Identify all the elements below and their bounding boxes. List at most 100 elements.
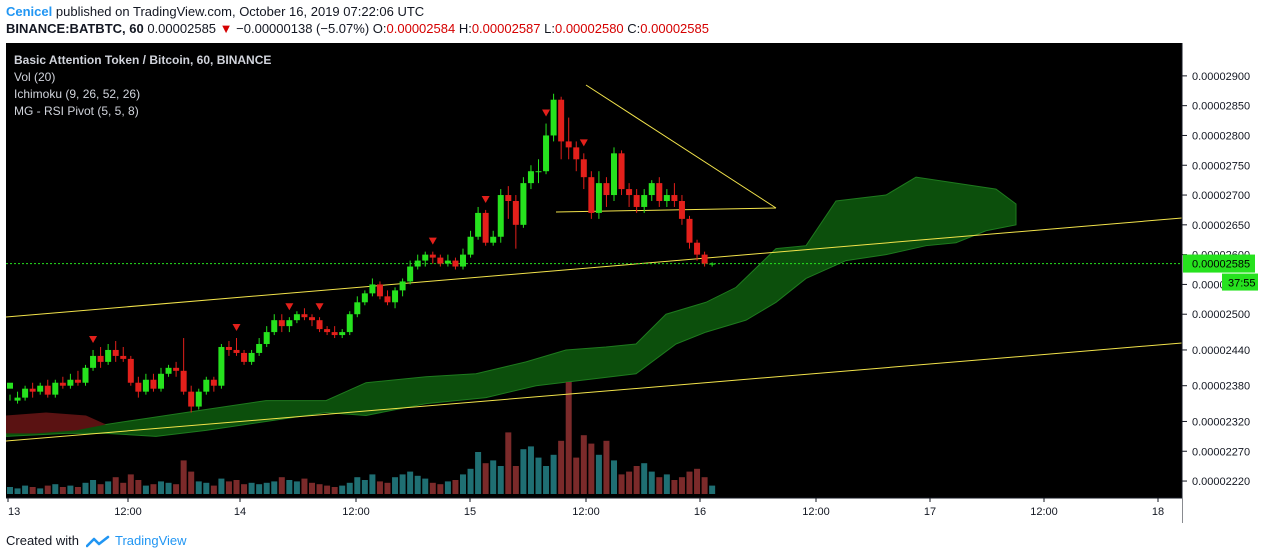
volume-bar [67,485,74,494]
candle-body [301,314,308,318]
volume-bar [309,482,315,494]
volume-bar [648,471,655,494]
candle-body [482,212,489,243]
volume-bar [263,482,270,494]
candle-body [271,320,278,333]
y-tick-label: 0.00002380 [1192,381,1250,393]
candle-body [331,332,338,336]
volume-bar [44,485,51,494]
pivot-signal-icon [481,195,490,203]
volume-bar [701,477,708,494]
volume-bar [460,474,466,494]
low-label: L: [544,21,555,36]
volume-bar [384,482,391,494]
volume-bar [256,484,263,494]
volume-bar [241,484,248,494]
time-axis-background [6,498,1182,523]
candle-body [475,212,482,237]
volume-bar [142,485,149,494]
legend-entry: Ichimoku (9, 26, 52, 26) [14,87,140,101]
candle-body [82,367,89,383]
candle-body [37,385,44,392]
candle-body [611,153,617,196]
legend-entry: MG - RSI Pivot (5, 5, 8) [14,104,139,118]
candle-body [444,260,451,264]
volume-bar [331,487,338,494]
candle-body [339,332,346,336]
publisher-name[interactable]: Cenicel [6,4,53,19]
volume-bar [173,484,180,494]
volume-bar [565,382,572,494]
countdown-tag [1222,273,1258,291]
x-tick-label: 13 [8,506,20,518]
candle-body [452,260,459,267]
volume-bar [248,482,255,494]
volume-bar [37,488,44,494]
volume-bar [271,481,278,494]
candle-body [158,373,164,389]
volume-bar [369,474,376,494]
volume-bar [59,487,66,494]
candle-body [580,159,587,178]
candle-body [618,153,625,190]
candle-body [29,388,36,392]
volume-bar [429,482,436,494]
volume-bar [618,474,625,494]
candle-body [588,177,595,213]
candle-body [505,195,512,201]
volume-bar [361,480,368,494]
volume-bar [203,482,210,494]
volume-bar [324,485,331,494]
candle-body [52,382,59,395]
chart-area[interactable]: 0.00002900 0.00002850 0.00002800 0.00002750… [5,43,1262,523]
candle-body [361,293,368,303]
candle-body [97,355,104,362]
volume-bar [278,477,285,494]
y-tick-label: 0.00002500 [1192,309,1250,321]
candle-body [663,195,670,201]
volume-bar [354,477,361,494]
chart-legend: Basic Attention Token / Bitcoin, 60, BIN… [14,53,271,118]
y-tick-label: 0.00002320 [1192,416,1250,428]
candle-body [399,281,406,291]
low-value: 0.00002580 [554,21,624,36]
volume-bar [444,481,451,494]
volume-bar [512,466,519,494]
price-chart[interactable]: 0.00002900 0.00002850 0.00002800 0.00002750… [5,43,1262,523]
chart-title: Basic Attention Token / Bitcoin, 60, BIN… [14,53,271,67]
candle-body [203,379,210,392]
volume-bar [74,487,81,494]
y-tick-label: 0.00002700 [1192,190,1250,202]
candle-body [135,382,142,392]
pivot-signal-icon [428,237,437,245]
candle-body [565,141,572,148]
candle-body [543,135,550,172]
candle-body [414,260,421,267]
volume-bar [293,481,300,494]
volume-bar [105,481,112,494]
candle-body [195,391,202,407]
y-tick-label: 0.00002650 [1192,220,1250,232]
candle-body [392,290,399,303]
current-price: 0.00002585 [147,21,217,36]
volume-bar [407,471,414,494]
candle-body [263,332,270,344]
volume-bar [671,480,678,494]
volume-bar [490,460,497,494]
candle-body [467,236,474,255]
candle-body [573,147,580,160]
candle-body [74,379,81,383]
candle-body [376,284,383,297]
volume-bar [678,477,685,494]
candle-body [422,254,429,261]
candle-body [142,379,149,392]
close-label: C: [627,21,641,36]
candle-body [701,254,708,264]
x-tick-label: 16 [694,506,706,518]
legend-entry: Vol (20) [14,70,55,84]
open-value: 0.00002584 [386,21,456,36]
volume-bar [527,446,534,494]
tradingview-brand[interactable]: TradingView [115,533,187,548]
candle-body [210,379,217,386]
x-tick-label: 18 [1152,506,1164,518]
